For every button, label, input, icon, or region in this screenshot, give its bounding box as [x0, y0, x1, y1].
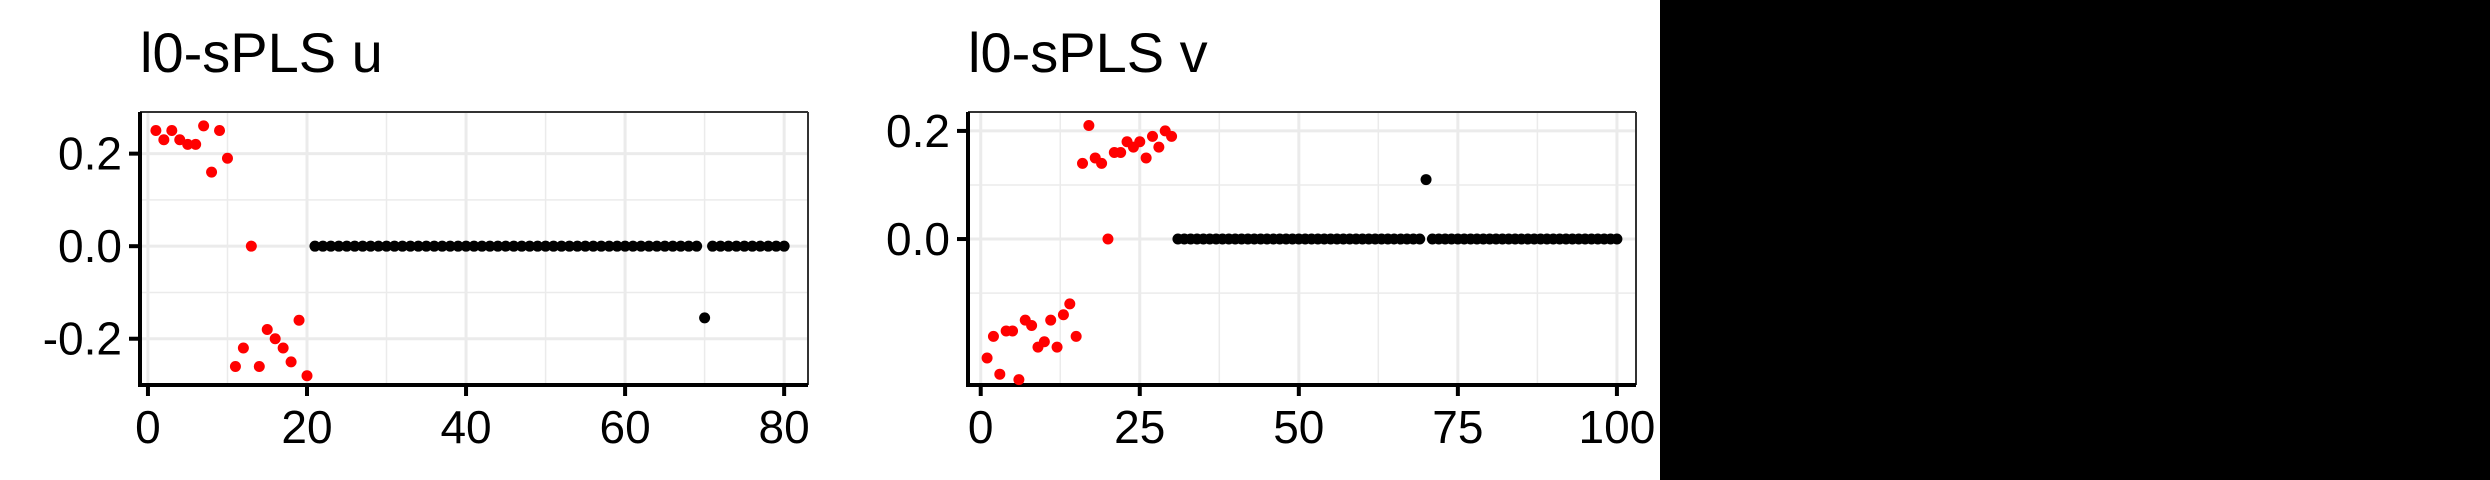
data-point-selected	[278, 342, 289, 353]
data-point-selected	[1115, 147, 1126, 158]
y-tick-label: 0.2	[886, 105, 950, 157]
chart-title: l0-sPLS u	[140, 21, 383, 84]
data-point-selected	[238, 342, 249, 353]
data-point-selected	[1007, 325, 1018, 336]
chart-title: l0-sPLS v	[968, 21, 1208, 84]
data-point-selected	[1102, 234, 1113, 245]
x-tick-label: 50	[1273, 401, 1324, 453]
chart-panel-u: l0-sPLS u 0 20 40 60 80 0.2 0.0 -0.2	[43, 21, 810, 453]
data-point-selected	[988, 331, 999, 342]
x-tick-label: 100	[1579, 401, 1656, 453]
data-point-selected	[262, 324, 273, 335]
x-tick-label: 60	[600, 401, 651, 453]
y-tick-label: 0.0	[886, 213, 950, 265]
data-point-unselected	[779, 241, 790, 252]
data-point-unselected	[699, 312, 710, 323]
chart-panel-v: l0-sPLS v 0 25 50 75 100 0.2 0.0	[886, 21, 1655, 453]
x-tick-label: 25	[1114, 401, 1165, 453]
data-point-selected	[1166, 131, 1177, 142]
data-point-selected	[982, 352, 993, 363]
data-point-selected	[1153, 142, 1164, 153]
data-point-selected	[302, 370, 313, 381]
data-point-selected	[198, 120, 209, 131]
y-tick-label: 0.0	[58, 220, 122, 272]
x-tick-label: 75	[1432, 401, 1483, 453]
data-point-unselected	[691, 241, 702, 252]
data-point-selected	[222, 153, 233, 164]
x-tick-label: 40	[440, 401, 491, 453]
data-point-selected	[1096, 158, 1107, 169]
blank-black-region	[1660, 0, 2490, 480]
x-tick-label: 0	[135, 401, 161, 453]
data-point-selected	[1026, 320, 1037, 331]
data-point-selected	[254, 361, 265, 372]
y-tick-label: -0.2	[43, 313, 122, 365]
figure: l0-sPLS u 0 20 40 60 80 0.2 0.0 -0.2 l0-sPLS v …	[0, 0, 1660, 480]
data-point-selected	[1045, 315, 1056, 326]
data-point-selected	[1013, 374, 1024, 385]
data-point-selected	[1071, 331, 1082, 342]
chart-canvas: l0-sPLS u 0 20 40 60 80 0.2 0.0 -0.2 l0-sPLS v …	[0, 0, 1660, 480]
data-point-selected	[994, 369, 1005, 380]
data-point-selected	[230, 361, 241, 372]
data-point-selected	[286, 356, 297, 367]
data-point-selected	[1147, 131, 1158, 142]
x-tick-label: 0	[968, 401, 994, 453]
data-point-selected	[1083, 120, 1094, 131]
data-point-unselected	[1421, 174, 1432, 185]
data-point-selected	[158, 134, 169, 145]
data-point-selected	[1077, 158, 1088, 169]
data-point-selected	[214, 125, 225, 136]
data-point-selected	[1134, 136, 1145, 147]
data-point-selected	[166, 125, 177, 136]
data-point-selected	[1058, 309, 1069, 320]
x-tick-label: 80	[759, 401, 810, 453]
data-point-selected	[1039, 336, 1050, 347]
y-tick-label: 0.2	[58, 128, 122, 180]
data-point-selected	[190, 139, 201, 150]
data-point-selected	[150, 125, 161, 136]
data-point-selected	[1052, 342, 1063, 353]
data-point-unselected	[1414, 234, 1425, 245]
data-point-selected	[1141, 152, 1152, 163]
x-tick-label: 20	[281, 401, 332, 453]
data-point-selected	[1064, 298, 1075, 309]
data-point-selected	[206, 167, 217, 178]
data-point-unselected	[1611, 234, 1622, 245]
data-point-selected	[294, 315, 305, 326]
data-point-selected	[270, 333, 281, 344]
data-point-selected	[246, 241, 257, 252]
